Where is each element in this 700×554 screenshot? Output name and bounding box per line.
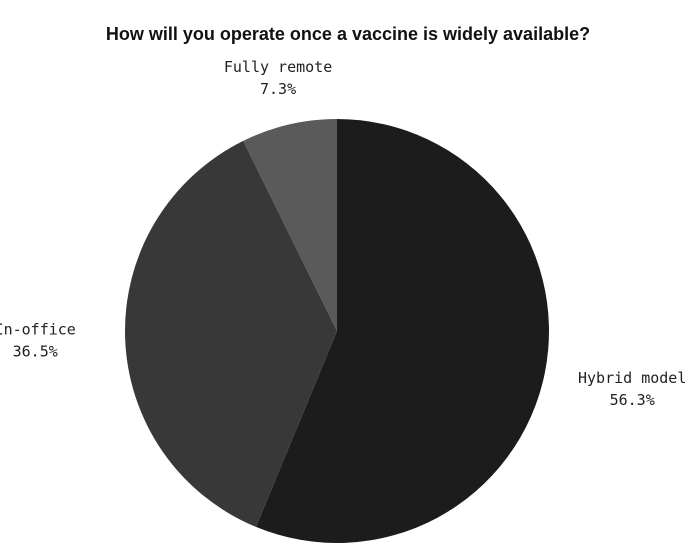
slice-label: Hybrid model — [578, 369, 686, 387]
slice-value-label: 7.3% — [260, 80, 296, 98]
slice-value-label: 36.5% — [13, 342, 58, 360]
pie-slice — [255, 119, 550, 543]
slice-label: In-office — [0, 320, 76, 338]
slice-label: Fully remote — [224, 58, 332, 76]
chart-title: How will you operate once a vaccine is w… — [106, 24, 590, 44]
pie-slice — [243, 119, 337, 331]
slice-value-label: 56.3% — [610, 391, 655, 409]
pie-slice — [125, 140, 337, 527]
